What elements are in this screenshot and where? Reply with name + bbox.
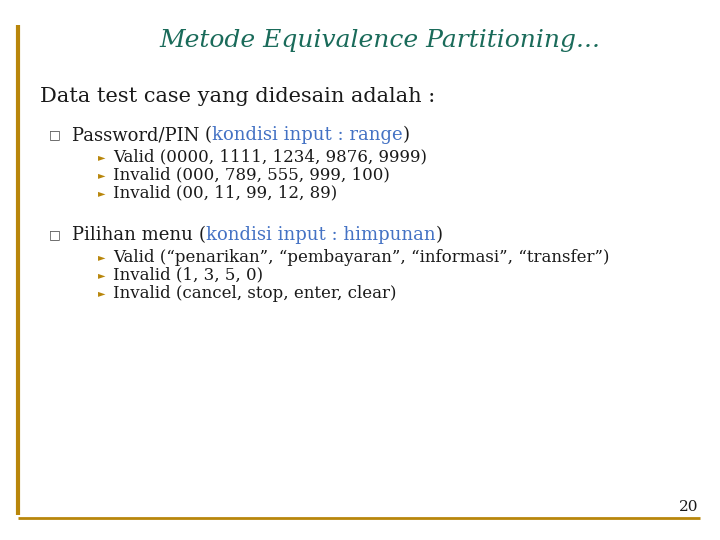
Text: Invalid (00, 11, 99, 12, 89): Invalid (00, 11, 99, 12, 89): [113, 185, 337, 201]
Text: ): ): [436, 226, 442, 244]
Text: □: □: [49, 129, 61, 141]
Text: 20: 20: [678, 500, 698, 514]
Text: Data test case yang didesain adalah :: Data test case yang didesain adalah :: [40, 87, 436, 106]
Text: Password/PIN: Password/PIN: [72, 126, 205, 144]
Text: ►: ►: [98, 288, 106, 298]
Text: ►: ►: [98, 270, 106, 280]
Text: Valid (“penarikan”, “pembayaran”, “informasi”, “transfer”): Valid (“penarikan”, “pembayaran”, “infor…: [113, 248, 610, 266]
Text: Invalid (000, 789, 555, 999, 100): Invalid (000, 789, 555, 999, 100): [113, 166, 390, 184]
Text: Invalid (1, 3, 5, 0): Invalid (1, 3, 5, 0): [113, 267, 263, 284]
Text: Metode Equivalence Partitioning...: Metode Equivalence Partitioning...: [160, 29, 600, 51]
Text: ): ): [402, 126, 410, 144]
Text: (: (: [205, 126, 212, 144]
Text: Invalid (cancel, stop, enter, clear): Invalid (cancel, stop, enter, clear): [113, 285, 397, 301]
Text: ►: ►: [98, 170, 106, 180]
Text: (: (: [199, 226, 206, 244]
Text: kondisi input : himpunan: kondisi input : himpunan: [206, 226, 436, 244]
Text: □: □: [49, 228, 61, 241]
Text: kondisi input : range: kondisi input : range: [212, 126, 402, 144]
Text: ►: ►: [98, 252, 106, 262]
Text: ►: ►: [98, 152, 106, 162]
Text: ►: ►: [98, 188, 106, 198]
Text: Pilihan menu: Pilihan menu: [72, 226, 199, 244]
Text: Valid (0000, 1111, 1234, 9876, 9999): Valid (0000, 1111, 1234, 9876, 9999): [113, 148, 427, 165]
